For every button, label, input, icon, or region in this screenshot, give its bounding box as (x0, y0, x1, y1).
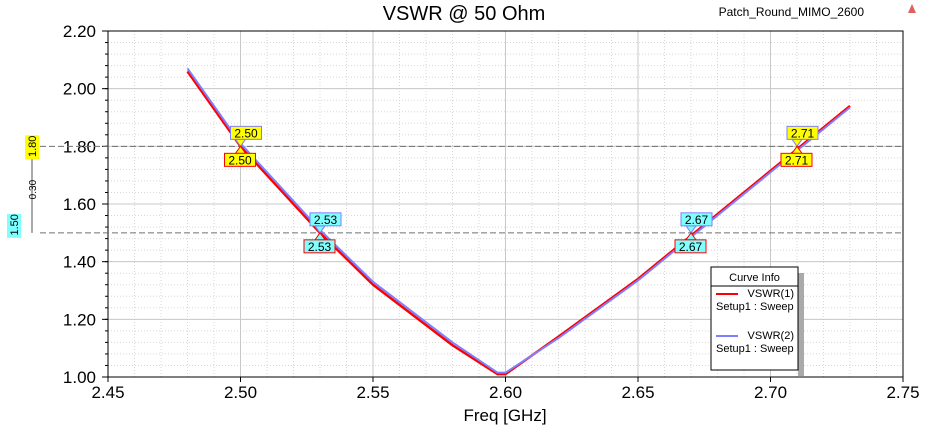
legend-title: Curve Info (729, 272, 780, 284)
legend-series-sub: Setup1 : Sweep (716, 301, 794, 313)
y-tick-label: 1.20 (63, 310, 96, 329)
hline-label-box (7, 213, 21, 238)
delta-label: 0.30 (28, 179, 39, 199)
hline-label-box (25, 135, 39, 160)
legend-series-name: VSWR(2) (748, 330, 794, 342)
marker-box (230, 125, 262, 140)
x-tick-label: 2.45 (91, 383, 124, 402)
x-tick-label: 2.60 (489, 383, 522, 402)
marker-label: 2.67 (679, 240, 703, 254)
marker-box (224, 152, 256, 167)
hline-label: 1.50 (9, 214, 21, 235)
x-tick-label: 2.75 (886, 383, 919, 402)
x-tick-label: 2.70 (754, 383, 787, 402)
legend-shadow (798, 273, 804, 376)
chart-title: VSWR @ 50 Ohm (383, 3, 546, 25)
marker-box (674, 239, 707, 254)
ansys-logo-icon (908, 4, 916, 13)
y-tick-label: 1.40 (63, 253, 96, 272)
x-tick-label: 2.65 (621, 383, 654, 402)
marker-label: 2.71 (785, 153, 809, 167)
marker-label: 2.53 (308, 240, 332, 254)
project-label: Patch_Round_MIMO_2600 (719, 5, 865, 19)
legend-series-sub: Setup1 : Sweep (716, 343, 794, 355)
x-tick-label: 2.50 (224, 383, 257, 402)
plot-frame (107, 30, 904, 378)
y-tick-label: 2.20 (63, 22, 96, 41)
hline-label: 1.80 (27, 136, 39, 157)
marker-box (780, 152, 813, 167)
marker-box (309, 212, 342, 227)
marker-label: 2.67 (685, 213, 709, 227)
marker-label: 2.71 (791, 126, 815, 140)
marker-label: 2.50 (234, 126, 258, 140)
x-tick-label: 2.55 (356, 383, 389, 402)
y-tick-label: 1.00 (63, 368, 96, 387)
y-tick-label: 1.60 (63, 195, 96, 214)
marker-box (303, 239, 336, 254)
legend-box (710, 266, 799, 371)
marker-box (786, 125, 819, 140)
x-axis-label: Freq [GHz] (463, 406, 546, 425)
marker-label: 2.50 (228, 153, 252, 167)
marker-label: 2.53 (314, 213, 338, 227)
y-tick-label: 2.00 (63, 80, 96, 99)
marker-box (680, 212, 713, 227)
legend-series-name: VSWR(1) (748, 288, 794, 300)
